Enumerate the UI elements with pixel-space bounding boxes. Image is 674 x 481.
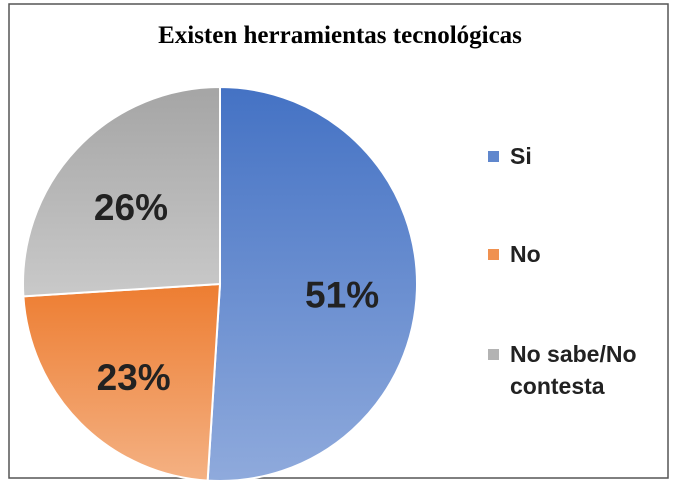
- legend-label: Si: [510, 143, 532, 169]
- legend-item: No: [488, 238, 668, 270]
- pie-slice: [206, 85, 418, 481]
- legend-item: Si: [488, 140, 668, 172]
- legend-label: No: [510, 241, 541, 267]
- data-label: 51%: [305, 275, 379, 316]
- pie-slice: [22, 282, 222, 481]
- legend-item: No sabe/No contesta: [488, 338, 668, 402]
- data-label: 26%: [94, 187, 168, 228]
- pie-slice: [22, 85, 221, 298]
- legend-swatch: [488, 151, 499, 162]
- chart-frame: [8, 3, 669, 479]
- legend-swatch: [488, 349, 499, 360]
- legend-swatch: [488, 249, 499, 260]
- chart-title: Existen herramientas tecnológicas: [158, 22, 522, 49]
- data-label: 23%: [97, 357, 171, 398]
- legend-label: No sabe/No contesta: [510, 341, 637, 399]
